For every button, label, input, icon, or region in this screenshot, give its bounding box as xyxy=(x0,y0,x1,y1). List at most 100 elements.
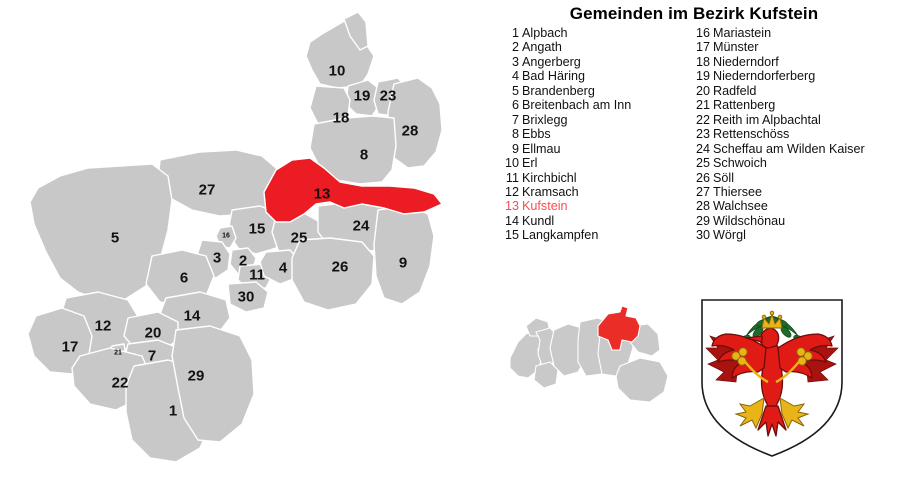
legend-item-label: Kirchbichl xyxy=(522,170,577,185)
legend-item-label: Reith im Alpbachtal xyxy=(713,112,821,127)
legend-item-label: Angerberg xyxy=(522,54,581,69)
legend-item-15[interactable]: 15 Langkampfen xyxy=(502,228,692,242)
legend-item-8[interactable]: 8 Ebbs xyxy=(502,127,692,141)
map-label-1: 1 xyxy=(169,403,177,420)
legend-item-label: Brixlegg xyxy=(522,112,568,127)
map-label-15: 15 xyxy=(249,221,266,238)
legend-item-number: 18 xyxy=(695,54,710,69)
wing-clover-ornaments xyxy=(731,347,813,366)
coat-of-arms-tyrol xyxy=(684,290,864,470)
municipality-29[interactable] xyxy=(171,325,255,443)
legend-item-label: Wildschönau xyxy=(713,213,786,228)
map-label-18: 18 xyxy=(333,110,350,127)
legend-item-6[interactable]: 6 Breitenbach am Inn xyxy=(502,98,692,112)
legend-item-18[interactable]: 18 Niederndorf xyxy=(693,55,898,69)
map-label-22: 22 xyxy=(112,375,129,392)
legend-item-label: Niederndorf xyxy=(713,54,779,69)
legend-item-28[interactable]: 28 Walchsee xyxy=(693,199,898,213)
legend-item-11[interactable]: 11 Kirchbichl xyxy=(502,171,692,185)
legend-item-29[interactable]: 29 Wildschönau xyxy=(693,214,898,228)
legend-item-27[interactable]: 27 Thiersee xyxy=(693,185,898,199)
municipality-30[interactable] xyxy=(227,281,269,313)
municipality-10-north[interactable] xyxy=(343,11,369,51)
legend-item-24[interactable]: 24 Scheffau am Wilden Kaiser xyxy=(693,142,898,156)
legend-item-number: 17 xyxy=(695,40,710,55)
map-label-28: 28 xyxy=(402,123,419,140)
tyrol-inset-map xyxy=(492,292,678,422)
legend-item-16[interactable]: 16 Mariastein xyxy=(693,26,898,40)
legend-item-number: 2 xyxy=(511,40,519,55)
inset-region-osttirol xyxy=(615,357,669,403)
legend-item-label: Mariastein xyxy=(713,26,772,40)
legend-item-number: 6 xyxy=(511,98,519,113)
legend-item-19[interactable]: 19 Niederndorferberg xyxy=(693,69,898,83)
legend-item-9[interactable]: 9 Ellmau xyxy=(502,142,692,156)
legend-item-label: Niederndorferberg xyxy=(713,69,816,84)
map-label-9: 9 xyxy=(399,255,407,272)
legend-item-number: 25 xyxy=(695,156,710,171)
legend-item-21[interactable]: 21 Rattenberg xyxy=(693,98,898,112)
map-label-20: 20 xyxy=(145,325,162,342)
legend-item-number: 16 xyxy=(695,26,710,40)
map-label-26: 26 xyxy=(332,259,349,276)
map-label-19: 19 xyxy=(354,88,371,105)
legend-item-number: 3 xyxy=(511,54,519,69)
legend-panel: Gemeinden im Bezirk Kufstein 1 Alpbach 2 An… xyxy=(488,0,900,250)
map-label-11: 11 xyxy=(249,267,265,284)
map-label-27: 27 xyxy=(199,182,216,199)
legend-item-3[interactable]: 3 Angerberg xyxy=(502,55,692,69)
legend-item-label: Brandenberg xyxy=(522,83,595,98)
legend-item-26[interactable]: 26 Söll xyxy=(693,171,898,185)
legend-item-number: 23 xyxy=(695,127,710,142)
municipality-26[interactable] xyxy=(291,237,375,311)
municipality-4[interactable] xyxy=(259,249,301,285)
inset-region-kufstein xyxy=(597,305,641,351)
legend-item-17[interactable]: 17 Münster xyxy=(693,40,898,54)
legend-item-label: Kundl xyxy=(522,213,555,228)
map-label-30: 30 xyxy=(238,289,255,306)
legend-item-2[interactable]: 2 Angath xyxy=(502,40,692,54)
legend-item-label: Ellmau xyxy=(522,141,561,156)
legend-item-number: 30 xyxy=(695,228,710,243)
legend-item-23[interactable]: 23 Rettenschöss xyxy=(693,127,898,141)
municipality-27[interactable] xyxy=(157,149,283,217)
legend-item-14[interactable]: 14 Kundl xyxy=(502,214,692,228)
legend-item-number: 10 xyxy=(504,156,519,171)
legend-item-30[interactable]: 30 Wörgl xyxy=(693,228,898,242)
map-label-29: 29 xyxy=(188,368,205,385)
legend-item-number: 5 xyxy=(511,83,519,98)
legend-item-label: Walchsee xyxy=(713,199,768,214)
legend-item-label: Kramsach xyxy=(522,184,579,199)
map-label-16: 16 xyxy=(222,233,230,240)
crown-icon xyxy=(761,310,783,329)
legend-item-13[interactable]: 13 Kufstein xyxy=(502,199,692,213)
legend-item-1[interactable]: 1 Alpbach xyxy=(502,26,692,40)
legend-item-5[interactable]: 5 Brandenberg xyxy=(502,84,692,98)
legend-item-number: 28 xyxy=(695,199,710,214)
map-label-23: 23 xyxy=(380,88,397,105)
legend-item-label: Ebbs xyxy=(522,127,551,142)
legend-item-number: 12 xyxy=(504,184,519,199)
map-label-21: 21 xyxy=(114,350,122,357)
legend-item-number: 11 xyxy=(505,170,519,185)
legend-item-number: 8 xyxy=(511,127,519,142)
map-label-2: 2 xyxy=(239,253,247,270)
legend-item-20[interactable]: 20 Radfeld xyxy=(693,84,898,98)
legend-item-7[interactable]: 7 Brixlegg xyxy=(502,113,692,127)
legend-item-12[interactable]: 12 Kramsach xyxy=(502,185,692,199)
legend-item-25[interactable]: 25 Schwoich xyxy=(693,156,898,170)
legend-item-number: 22 xyxy=(695,112,710,127)
legend-item-number: 7 xyxy=(511,112,519,127)
legend-item-label: Rattenberg xyxy=(713,98,776,113)
legend-item-number: 26 xyxy=(695,170,710,185)
map-label-6: 6 xyxy=(180,270,188,287)
municipality-13-kufstein[interactable] xyxy=(263,157,443,223)
legend-item-label: Rettenschöss xyxy=(713,127,790,142)
legend-item-label: Breitenbach am Inn xyxy=(522,98,632,113)
legend-item-4[interactable]: 4 Bad Häring xyxy=(502,69,692,83)
legend-item-label: Söll xyxy=(713,170,734,185)
legend-item-22[interactable]: 22 Reith im Alpbachtal xyxy=(693,113,898,127)
legend-item-10[interactable]: 10 Erl xyxy=(502,156,692,170)
map-label-17: 17 xyxy=(62,339,79,356)
